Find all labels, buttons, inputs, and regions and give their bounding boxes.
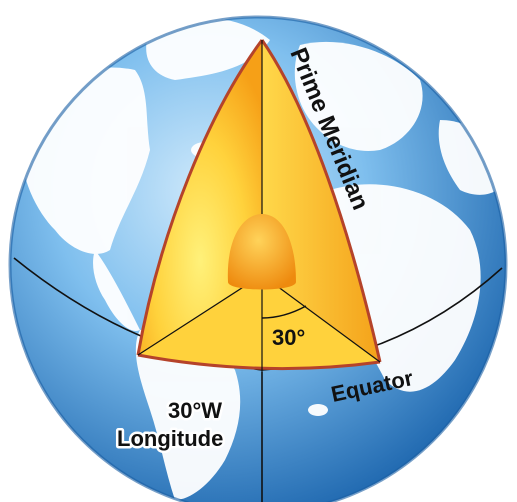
angle-arc [261,305,307,319]
longitude-word-label: Longitude [117,426,223,451]
earth-core [227,214,296,290]
angle-label: 30° [272,325,305,350]
longitude-degree-label: 30°W [168,398,222,423]
